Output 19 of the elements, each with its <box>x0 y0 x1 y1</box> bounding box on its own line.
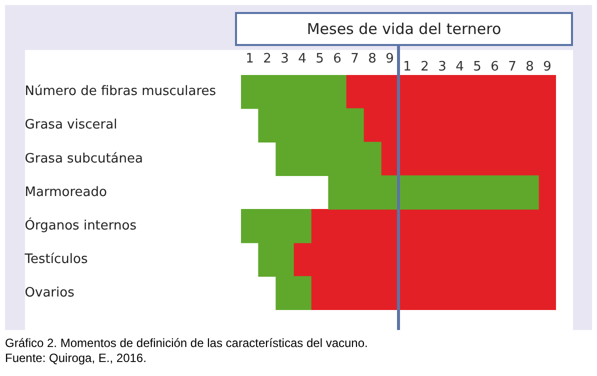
x-tick-label: 1 <box>246 52 254 67</box>
y-tick-label: Ovarios <box>0 286 75 301</box>
x-tick-label: 9 <box>386 52 394 67</box>
y-tick-label: Grasa subcutánea <box>0 151 143 166</box>
text: Gráfico 2. Momentos de definición de las características del vacuno. <box>5 336 368 351</box>
y-tick-label: Grasa visceral <box>0 118 118 133</box>
x-tick-label: 8 <box>368 52 376 67</box>
x-tick-label: 2 <box>263 52 272 67</box>
x-tick-label: 4 <box>298 52 306 67</box>
x-tick-label: 3 <box>280 52 289 67</box>
x-tick-label: 7 <box>350 52 359 67</box>
x-tick-label: 6 <box>333 52 342 67</box>
x-tick-label: 5 <box>316 52 324 67</box>
y-tick-label: Número de fibras musculares <box>0 84 216 100</box>
chart-title: Meses de vida del ternero <box>235 12 573 46</box>
y-tick-label: Marmoreado <box>0 184 107 200</box>
y-tick-label: Órganos internos <box>0 216 137 234</box>
y-tick-label: Testículos <box>0 252 88 268</box>
source-note: Fuente: Quiroga, E., 2016. <box>5 351 148 366</box>
